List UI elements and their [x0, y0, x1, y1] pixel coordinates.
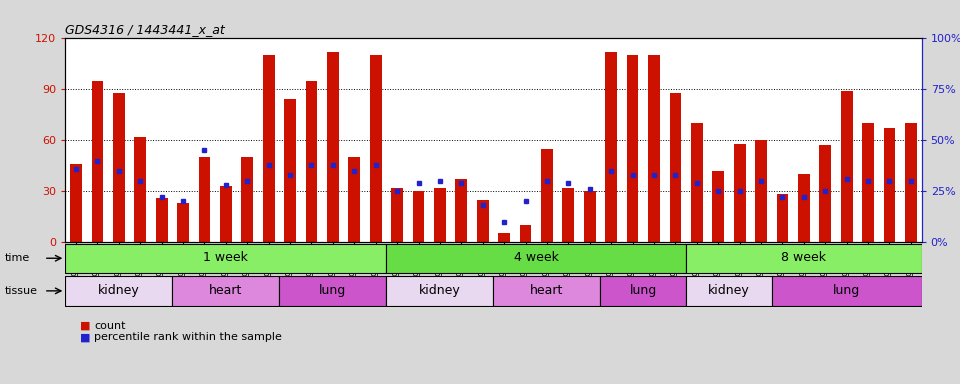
- Bar: [862, 123, 874, 242]
- Bar: [392, 188, 403, 242]
- Text: tissue: tissue: [5, 286, 37, 296]
- Bar: [498, 233, 510, 242]
- Text: kidney: kidney: [420, 284, 461, 297]
- Bar: [173, 276, 279, 306]
- Text: kidney: kidney: [708, 284, 750, 297]
- Text: ■: ■: [80, 321, 90, 331]
- Text: lung: lung: [833, 284, 860, 297]
- Bar: [733, 144, 746, 242]
- Bar: [113, 93, 125, 242]
- Bar: [756, 140, 767, 242]
- Bar: [156, 198, 167, 242]
- Bar: [477, 200, 489, 242]
- Bar: [691, 123, 703, 242]
- Text: lung: lung: [320, 284, 347, 297]
- Bar: [455, 179, 468, 242]
- Bar: [386, 243, 686, 273]
- Bar: [519, 225, 532, 242]
- Bar: [648, 55, 660, 242]
- Bar: [91, 81, 104, 242]
- Bar: [70, 164, 82, 242]
- Bar: [563, 188, 574, 242]
- Bar: [777, 194, 788, 242]
- Bar: [263, 55, 275, 242]
- Bar: [541, 149, 553, 242]
- Bar: [883, 128, 896, 242]
- Bar: [199, 157, 210, 242]
- Bar: [669, 93, 682, 242]
- Bar: [348, 157, 360, 242]
- Text: kidney: kidney: [98, 284, 139, 297]
- Bar: [601, 276, 686, 306]
- Text: count: count: [94, 321, 126, 331]
- Bar: [905, 123, 917, 242]
- Text: 4 week: 4 week: [514, 251, 559, 264]
- Bar: [220, 186, 231, 242]
- Bar: [627, 55, 638, 242]
- Bar: [841, 91, 852, 242]
- Bar: [686, 243, 922, 273]
- Bar: [584, 191, 595, 242]
- Bar: [712, 170, 724, 242]
- Text: time: time: [5, 253, 30, 263]
- Bar: [134, 137, 146, 242]
- Text: percentile rank within the sample: percentile rank within the sample: [94, 332, 282, 342]
- Bar: [686, 276, 772, 306]
- Bar: [284, 99, 296, 242]
- Bar: [241, 157, 253, 242]
- Bar: [413, 191, 424, 242]
- Bar: [370, 55, 381, 242]
- Text: 8 week: 8 week: [781, 251, 827, 264]
- Bar: [820, 145, 831, 242]
- Text: heart: heart: [530, 284, 564, 297]
- Text: ■: ■: [80, 332, 90, 342]
- Bar: [65, 243, 386, 273]
- Bar: [386, 276, 493, 306]
- Bar: [493, 276, 601, 306]
- Text: GDS4316 / 1443441_x_at: GDS4316 / 1443441_x_at: [65, 23, 225, 36]
- Text: lung: lung: [630, 284, 657, 297]
- Bar: [178, 203, 189, 242]
- Bar: [606, 52, 617, 242]
- Bar: [305, 81, 318, 242]
- Text: heart: heart: [209, 284, 243, 297]
- Bar: [772, 276, 922, 306]
- Text: 1 week: 1 week: [204, 251, 249, 264]
- Bar: [279, 276, 386, 306]
- Bar: [434, 188, 445, 242]
- Bar: [65, 276, 173, 306]
- Bar: [327, 52, 339, 242]
- Bar: [798, 174, 809, 242]
